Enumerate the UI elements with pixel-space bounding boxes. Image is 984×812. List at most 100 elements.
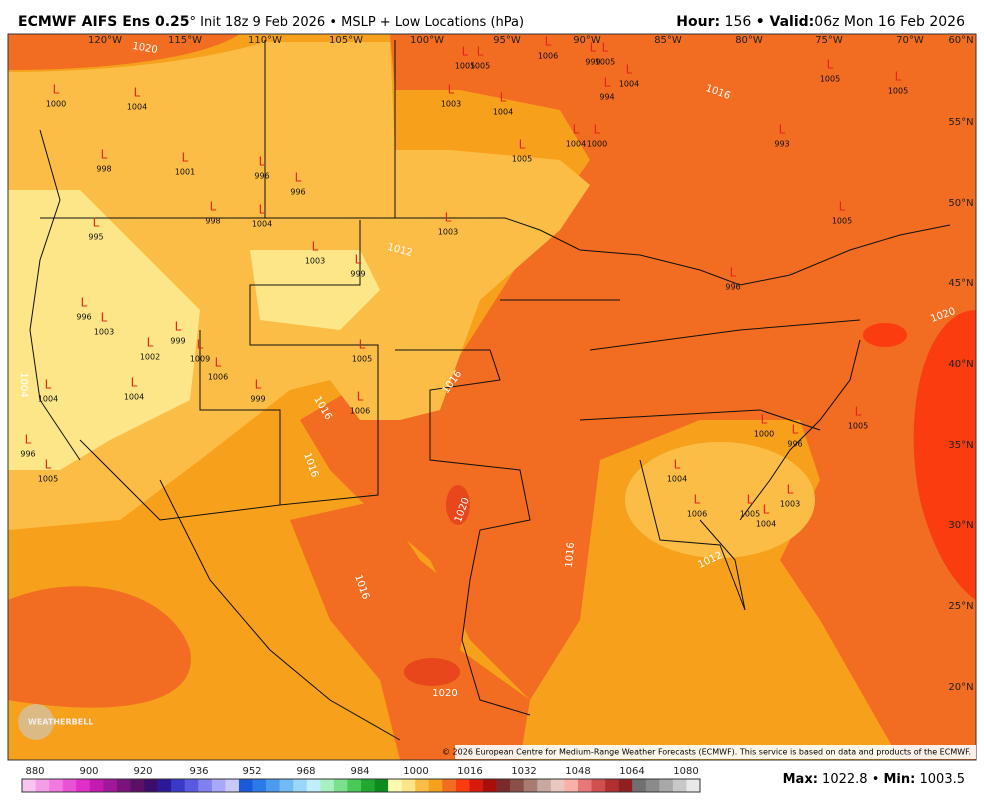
low-symbol: L [359, 338, 366, 352]
low-symbol: L [259, 203, 266, 217]
longitude-label: 105°W [329, 35, 363, 46]
low-pressure: 1001 [175, 168, 195, 177]
low-pressure: 1005 [848, 422, 868, 431]
colorbar-swatch [62, 779, 77, 792]
pressure-region [446, 485, 470, 525]
low-symbol: L [761, 413, 768, 427]
low-symbol: L [519, 138, 526, 152]
latitude-label: 30°N [948, 520, 973, 531]
hour-label: Hour: [676, 14, 720, 30]
colorbar-swatch [252, 779, 267, 792]
low-symbol: L [590, 41, 597, 55]
low-pressure: 994 [599, 93, 614, 102]
min-label: Min: [884, 772, 916, 787]
low-symbol: L [827, 58, 834, 72]
latitude-label: 45°N [948, 278, 973, 289]
colorbar-swatch [672, 779, 687, 792]
contour-label: 1004 [18, 372, 29, 397]
low-pressure: 1004 [566, 140, 586, 149]
low-pressure: 1004 [667, 475, 687, 484]
low-pressure: 1005 [455, 62, 475, 71]
low-symbol: L [134, 86, 141, 100]
low-pressure: 1004 [493, 108, 513, 117]
longitude-label: 95°W [493, 35, 521, 46]
pressure-region [8, 586, 191, 708]
low-pressure: 1004 [124, 393, 144, 402]
colorbar-swatch [320, 779, 335, 792]
low-symbol: L [839, 200, 846, 214]
colorbar-label: 1048 [565, 766, 590, 777]
low-pressure: 999 [350, 270, 365, 279]
pressure-region [863, 323, 907, 347]
colorbar-swatch [659, 779, 674, 792]
colorbar-swatch [144, 779, 158, 792]
colorbar-swatch [523, 779, 538, 792]
low-pressure: 1004 [252, 220, 272, 229]
sep: • [872, 772, 880, 787]
low-pressure: 1000 [587, 140, 607, 149]
low-pressure: 1000 [754, 430, 774, 439]
low-symbol: L [53, 83, 60, 97]
info: ° Init 18z 9 Feb 2026 • MSLP + Low Locat… [190, 15, 525, 30]
colorbar-swatch [279, 779, 294, 792]
pressure-region [8, 34, 240, 70]
colorbar-swatch [537, 779, 552, 792]
low-symbol: L [93, 216, 100, 230]
low-symbol: L [855, 405, 862, 419]
low-pressure: 1002 [140, 353, 160, 362]
low-pressure: 1005 [470, 62, 490, 71]
latitude-label: 35°N [948, 440, 973, 451]
low-pressure: 996 [254, 172, 269, 181]
low-pressure: 1006 [350, 407, 370, 416]
low-symbol: L [355, 253, 362, 267]
longitude-label: 85°W [654, 35, 682, 46]
low-pressure: 1004 [619, 80, 639, 89]
low-symbol: L [626, 63, 633, 77]
longitude-label: 100°W [410, 35, 444, 46]
low-symbol: L [175, 320, 182, 334]
colorbar-swatch [469, 779, 484, 792]
min: 1003.5 [920, 772, 966, 787]
border [79, 40, 861, 741]
colorbar-swatch [225, 779, 240, 792]
colorbar-label: 1016 [457, 766, 482, 777]
colorbar-swatch [591, 779, 606, 792]
longitude-label: 110°W [248, 35, 282, 46]
colorbar-swatch [116, 779, 131, 792]
colorbar-swatch [483, 779, 497, 792]
model: ECMWF AIFS Ens 0.25 [18, 14, 190, 30]
low-symbol: L [131, 376, 138, 390]
low-pressure: 1005 [512, 155, 532, 164]
longitude-label: 80°W [735, 35, 763, 46]
border [40, 217, 951, 286]
colorbar-label: 920 [133, 766, 152, 777]
longitude-label: 120°W [88, 35, 122, 46]
logo-icon [18, 704, 54, 740]
colorbar-label: 968 [296, 766, 315, 777]
low-pressure: 1005 [352, 355, 372, 364]
longitude-label: 90°W [573, 35, 601, 46]
map: © 2026 European Centre for Medium-Range … [7, 33, 977, 761]
low-pressure: 1003 [305, 257, 325, 266]
low-symbol: L [500, 91, 507, 105]
low-symbol: L [312, 240, 319, 254]
contour-label: 1016 [564, 542, 577, 568]
low-pressure: 1003 [94, 328, 114, 337]
latitude-label: 40°N [948, 359, 973, 370]
colorbar-swatch [686, 779, 701, 792]
low-symbol: L [45, 378, 52, 392]
low-pressure: 1005 [740, 510, 760, 519]
colorbar-label: 952 [242, 766, 261, 777]
low-pressure: 1005 [38, 475, 58, 484]
low-pressure: 1006 [208, 373, 228, 382]
colorbar-label: 1032 [511, 766, 536, 777]
latitude-label: 25°N [948, 601, 973, 612]
colorbar-swatch [266, 779, 280, 792]
pressure-region [913, 310, 976, 600]
latitude-label: 50°N [948, 198, 973, 209]
low-pressure: 993 [774, 140, 789, 149]
colorbar: 880 900 920 936 952 968 984 1000 1016 1032 1048 106… [21, 766, 701, 793]
low-symbol: L [477, 45, 484, 59]
map-frame [7, 33, 977, 761]
low-symbol: L [462, 45, 469, 59]
